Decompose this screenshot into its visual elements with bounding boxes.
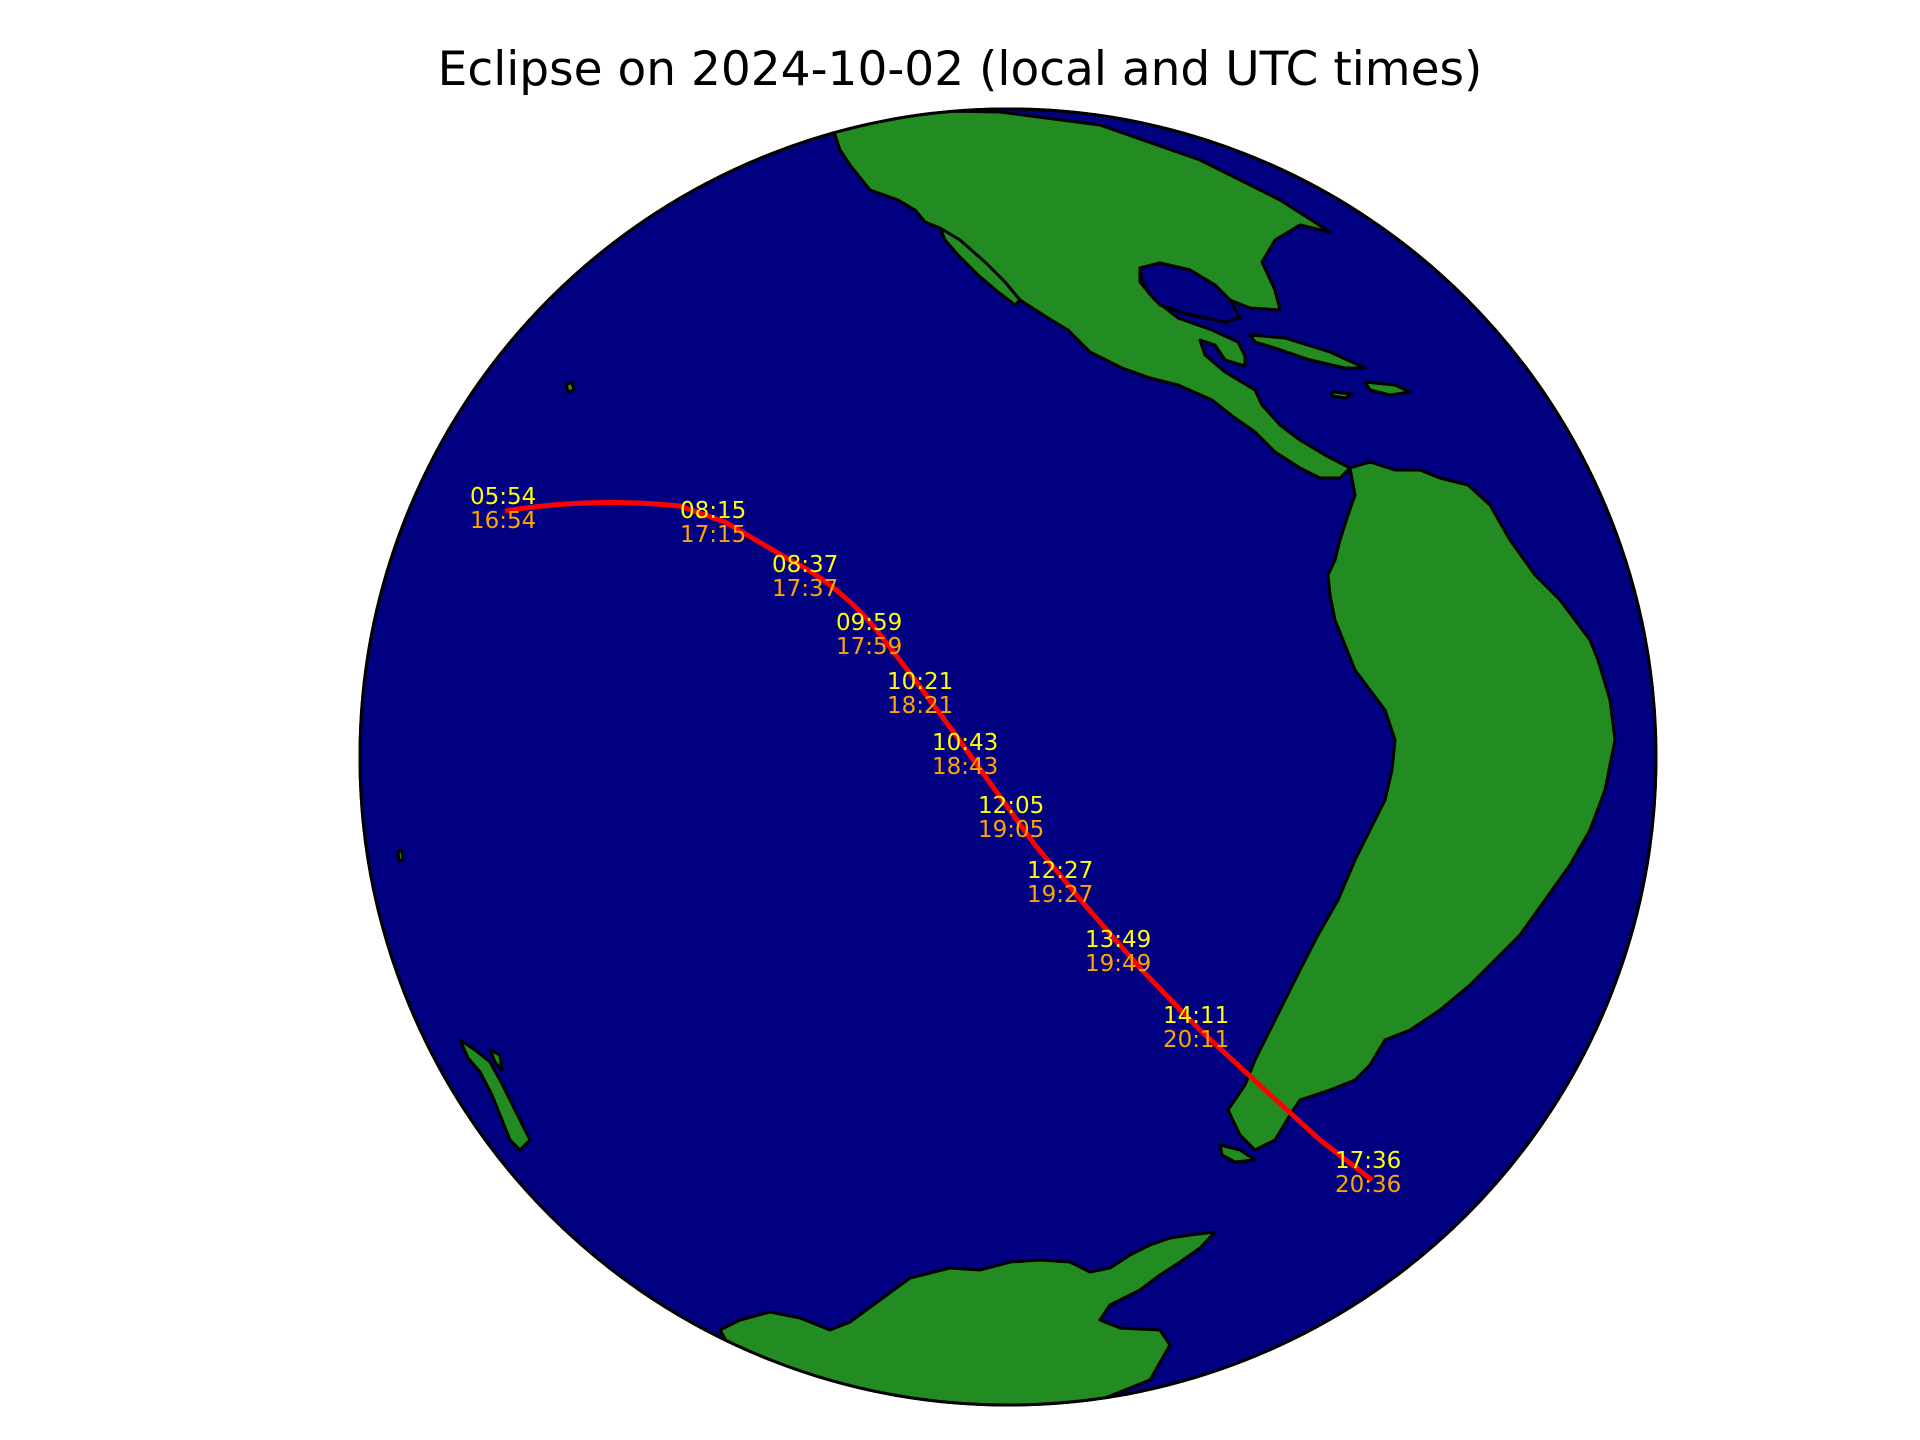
- utc-time-label: 16:54: [470, 508, 536, 534]
- map-title: Eclipse on 2024-10-02 (local and UTC tim…: [437, 42, 1483, 97]
- utc-time-label: 17:59: [836, 634, 902, 660]
- pacific-island-2: [396, 848, 405, 863]
- cuba: [1248, 333, 1367, 370]
- utc-time-label: 20:36: [1335, 1172, 1401, 1198]
- new-zealand-south-island: [458, 1038, 532, 1152]
- local-time-label: 08:15: [680, 498, 746, 524]
- utc-time-label: 19:49: [1085, 951, 1151, 977]
- utc-time-label: 17:37: [772, 576, 838, 602]
- local-time-label: 09:59: [836, 610, 902, 636]
- local-time-label: 08:37: [772, 552, 838, 578]
- local-time-label: 10:43: [932, 730, 998, 756]
- local-time-label: 05:54: [470, 484, 536, 510]
- jamaica: [1330, 390, 1354, 400]
- pacific-island-1: [564, 380, 576, 394]
- utc-time-label: 18:21: [887, 693, 953, 719]
- gulf-of-mexico: [1138, 261, 1242, 324]
- utc-time-label: 18:43: [932, 754, 998, 780]
- hispaniola: [1363, 380, 1412, 397]
- local-time-label: 17:36: [1335, 1148, 1401, 1174]
- local-time-label: 12:27: [1027, 858, 1093, 884]
- local-time-label: 13:49: [1085, 927, 1151, 953]
- new-zealand-north-island: [488, 1048, 504, 1072]
- local-time-label: 14:11: [1163, 1003, 1229, 1029]
- utc-time-label: 19:05: [978, 817, 1044, 843]
- utc-time-label: 20:11: [1163, 1027, 1229, 1053]
- local-time-label: 10:21: [887, 669, 953, 695]
- globe-outline: [358, 107, 1658, 1407]
- eclipse-path-line: [504, 500, 1374, 1182]
- local-time-label: 12:05: [978, 793, 1044, 819]
- utc-time-label: 19:27: [1027, 882, 1093, 908]
- utc-time-label: 17:15: [680, 522, 746, 548]
- baja-california: [938, 226, 1022, 307]
- tierra-del-fuego: [1218, 1143, 1257, 1164]
- pacific-island-3: [362, 931, 378, 946]
- antarctica-landmass: [718, 1230, 1217, 1405]
